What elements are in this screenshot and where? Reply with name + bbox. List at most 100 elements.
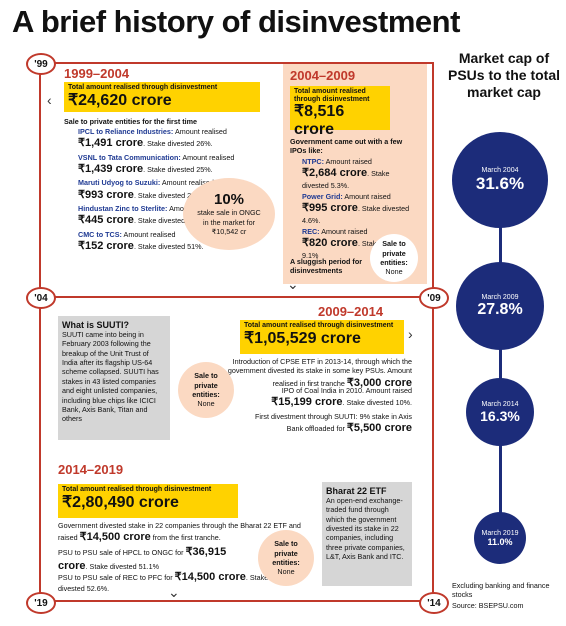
sale-private-circle-2009: Sale to private entities: None: [178, 362, 234, 418]
total-box-2009-2014: Total amount realised through disinvestm…: [240, 320, 404, 354]
deals-list-1999-2004: IPCL to Reliance Industries: Amount real…: [78, 127, 244, 255]
ipo-heading: Government came out with a few IPOs like…: [290, 137, 403, 156]
deal-amount: ₹993 crore: [78, 188, 134, 201]
timeline-frame-left: [39, 296, 41, 602]
market-cap-circle-2019: March 2019 11.0%: [474, 512, 526, 564]
market-cap-date: March 2014: [481, 400, 519, 408]
deal-post: . Stake divested 25%.: [143, 165, 213, 175]
deal-name: IPCL to Reliance Industries:: [78, 127, 174, 136]
suuti-box: What is SUUTI? SUUTI came into being in …: [58, 316, 170, 440]
total-box-2004-2009: Total amount realised through disinvestm…: [290, 86, 390, 138]
sale-heading: Sale to private entities for the first t…: [64, 117, 198, 126]
deal-amount: ₹1,439 crore: [78, 163, 144, 176]
sale-private-value: None: [197, 399, 215, 409]
sale-private-circle-2014: Sale to private entities: None: [258, 530, 314, 586]
sidebar-note: Excluding banking and finance stocks: [452, 581, 550, 600]
market-cap-circle-2009: March 2009 27.8%: [456, 262, 544, 350]
deal-item: Power Grid: Amount raised ₹995 crore. St…: [302, 192, 412, 225]
timeline-frame-bottom: [39, 600, 432, 602]
page-title: A brief history of disinvestment: [12, 4, 460, 39]
market-cap-date: March 2019: [481, 529, 519, 537]
deal-amount: ₹1,491 crore: [78, 137, 144, 150]
deal-name: CMC to TCS:: [78, 229, 122, 239]
period-2014-2019-heading: 2014–2019: [58, 462, 124, 477]
hpcl-ongc-post: . Stake divested 51.1%: [85, 562, 160, 572]
year-marker-04: '04: [26, 287, 56, 309]
coal-india-amount: ₹15,199 crore: [271, 396, 343, 409]
bharat-22-body: An open-end exchange-traded fund through…: [326, 496, 405, 562]
deal-pre: Amount raised: [321, 227, 368, 237]
deal-name: Maruti Udyog to Suzuki:: [78, 178, 161, 188]
deal-pre: Amount realised: [182, 152, 235, 162]
deal-pre: Amount realised: [161, 178, 214, 188]
total-label: Total amount realised through disinvestm…: [68, 84, 218, 91]
suuti-heading: What is SUUTI?: [62, 320, 129, 330]
ongc-stake-text: stake sale in ONGC in the market for ₹10…: [197, 208, 261, 237]
rec-pfc-text: PSU to PSU sale of REC to PFC for: [58, 573, 175, 582]
market-cap-value: 16.3%: [480, 407, 520, 424]
sale-private-label: Sale to private entities:: [380, 239, 408, 267]
bharat-etf-raise-post: from the first tranche.: [150, 533, 221, 543]
cpse-etf-note: Introduction of CPSE ETF in 2013-14, thr…: [216, 357, 412, 390]
sale-private-value: None: [277, 567, 295, 577]
coal-india-note: IPO of Coal India in 2010. Amount raised…: [246, 386, 412, 410]
market-cap-value: 27.8%: [477, 300, 523, 318]
deals-list-2004-2009: NTPC: Amount raised ₹2,684 crore. Stake …: [302, 157, 412, 262]
total-box-1999-2004: Total amount realised through disinvestm…: [64, 82, 260, 112]
total-label: Total amount realised through disinvestm…: [294, 88, 370, 103]
deal-amount: ₹2,684 crore: [302, 167, 368, 180]
suuti-divestment-text: First divestment through SUUTI: 9% stake…: [255, 412, 412, 434]
total-label: Total amount realised through disinvestm…: [62, 486, 212, 493]
coal-india-post: . Stake divested 10%.: [342, 398, 412, 408]
period-1999-2004-heading: 1999–2004: [64, 66, 130, 81]
rec-pfc-amount: ₹14,500 crore: [174, 571, 246, 583]
chevron-down-icon: ⌄: [168, 584, 180, 600]
year-marker-99: '99: [26, 53, 56, 75]
total-amount: ₹2,80,490 crore: [62, 493, 179, 511]
deal-pre: Amount raised: [344, 192, 391, 202]
deal-post: . Stake divested 5.3%.: [302, 169, 390, 190]
bharat-22-box: Bharat 22 ETF An open-end exchange-trade…: [322, 482, 412, 586]
bharat-22-heading: Bharat 22 ETF: [326, 486, 387, 496]
sluggish-note: A sluggish period for disinvestments: [290, 257, 363, 276]
total-box-2014-2019: Total amount realised through disinvestm…: [58, 484, 238, 518]
deal-amount: ₹152 crore: [78, 239, 134, 252]
deal-post: . Stake divested 27.5%.: [133, 190, 210, 200]
deal-name: REC:: [302, 227, 320, 237]
deal-name: VSNL to Tata Communication:: [78, 152, 181, 162]
deal-pre: Amount realised: [123, 229, 176, 239]
arrow-right-icon: ›: [408, 326, 413, 342]
total-amount: ₹1,05,529 crore: [244, 329, 361, 347]
bharat-etf-raise-text: Government divested stake in 22 companie…: [58, 521, 301, 543]
market-cap-date: March 2009: [481, 293, 519, 301]
deal-amount: ₹995 crore: [302, 202, 358, 215]
period-2009-2014-heading: 2009–2014: [318, 304, 384, 319]
suuti-body: SUUTI came into being in February 2003 f…: [62, 330, 159, 424]
period-2004-2009-heading: 2004–2009: [290, 68, 356, 83]
sale-private-label: Sale to private entities:: [192, 371, 220, 399]
deal-item: NTPC: Amount raised ₹2,684 crore. Stake …: [302, 157, 412, 190]
deal-pre: Amount raised: [325, 157, 372, 166]
deal-post: . Stake divested 4.6%.: [302, 204, 410, 225]
bharat-etf-raise-note: Government divested stake in 22 companie…: [58, 521, 316, 545]
sidebar-heading: Market cap of PSUs to the total market c…: [447, 50, 560, 100]
market-cap-date: March 2004: [481, 166, 519, 174]
sale-private-label: Sale to private entities:: [272, 539, 300, 567]
sale-private-value: None: [385, 267, 403, 277]
timeline-frame-right: [432, 62, 434, 602]
deal-item: CMC to TCS: Amount realised ₹152 crore. S…: [78, 230, 244, 254]
year-marker-09: '09: [419, 287, 449, 309]
year-marker-14: '14: [419, 592, 449, 614]
deal-amount: ₹820 crore: [302, 237, 358, 250]
coal-india-text: IPO of Coal India in 2010. Amount raised: [281, 386, 412, 395]
timeline-frame-top: [39, 62, 434, 298]
deal-post: . Stake divested 26%.: [143, 139, 213, 149]
deal-post: . Stake divested 51%.: [133, 241, 204, 251]
chevron-down-icon: ⌄: [287, 276, 299, 292]
deal-pre: Amount realised: [174, 127, 227, 136]
total-label: Total amount realised through disinvestm…: [244, 322, 394, 329]
hpcl-ongc-note: PSU to PSU sale of HPCL to ONGC for ₹36,…: [58, 545, 258, 574]
total-amount: ₹24,620 crore: [68, 91, 172, 109]
cpse-etf-text: Introduction of CPSE ETF in 2013-14, thr…: [227, 357, 412, 388]
